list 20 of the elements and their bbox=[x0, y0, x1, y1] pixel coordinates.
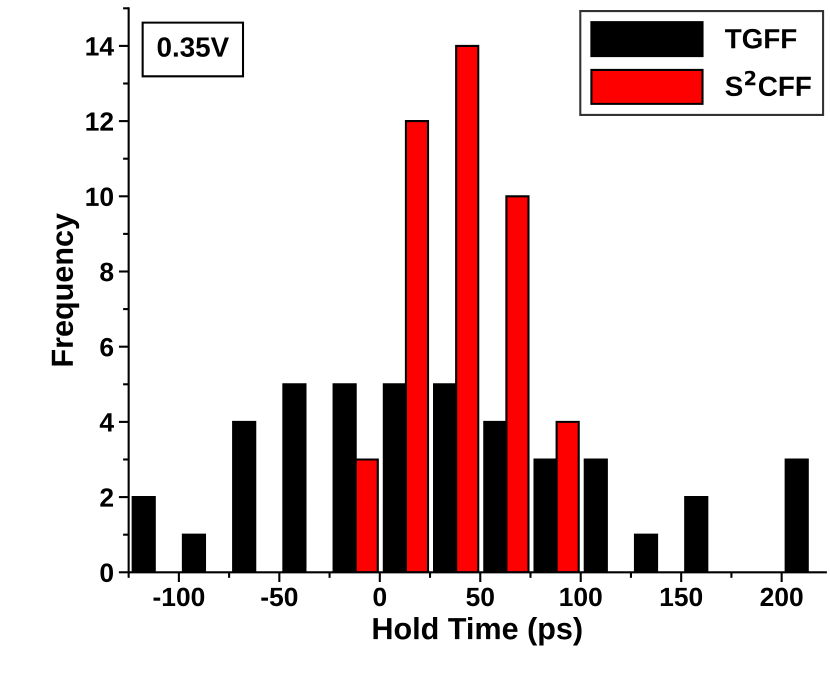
y-tick-label: 0 bbox=[100, 563, 113, 582]
y-tick-label: 10 bbox=[86, 187, 113, 206]
x-tick-label: 0 bbox=[374, 588, 386, 606]
annotation: 0.35V bbox=[158, 37, 229, 57]
x-axis-title: Hold Time (ps) bbox=[373, 617, 582, 646]
y-axis-title: Frequency bbox=[52, 213, 80, 366]
y-tick-label: 4 bbox=[100, 413, 114, 432]
y-tick-label: 6 bbox=[100, 338, 114, 357]
x-tick-label: 200 bbox=[760, 588, 803, 606]
y-tick-label: 12 bbox=[86, 112, 114, 131]
y-tick-label: 2 bbox=[100, 488, 114, 507]
x-tick-label: -100 bbox=[154, 588, 204, 606]
legend-label: TGFF bbox=[725, 28, 796, 49]
x-tick-label: -50 bbox=[261, 588, 298, 606]
x-tick-label: 100 bbox=[560, 588, 602, 606]
y-tick-label: 8 bbox=[100, 262, 114, 282]
x-tick-label: 150 bbox=[660, 588, 702, 606]
x-tick-label: 50 bbox=[466, 588, 494, 606]
y-tick-label: 14 bbox=[86, 37, 114, 56]
legend-label: S$^{2}$CFF bbox=[726, 70, 811, 96]
